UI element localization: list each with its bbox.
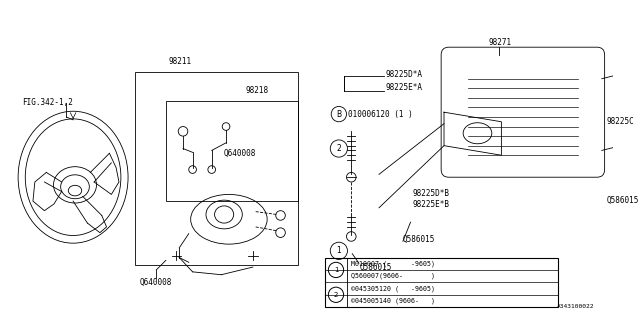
Text: 98211: 98211 [169,57,192,66]
Text: B: B [336,110,341,119]
Text: FIG.342-1,2: FIG.342-1,2 [22,98,74,107]
Bar [166,101,298,201]
Text: 98271: 98271 [489,38,512,47]
Text: 1: 1 [337,246,341,255]
Text: Q640008: Q640008 [140,277,172,287]
Text: Q560007(9606-       ): Q560007(9606- ) [351,273,435,279]
Bar [135,72,298,265]
Text: 2: 2 [337,144,341,153]
Bar [324,258,558,307]
Text: Q586015: Q586015 [607,196,639,205]
Text: 98225E*A: 98225E*A [386,83,422,92]
Text: 98218: 98218 [245,86,268,95]
Text: ©045005140 (9606-   ): ©045005140 (9606- ) [351,298,435,304]
Text: 98225D*A: 98225D*A [386,70,422,79]
Text: 98225C: 98225C [607,117,634,126]
Text: Q586015: Q586015 [360,263,392,272]
Text: ©045305120 (   -9605): ©045305120 ( -9605) [351,285,435,292]
Text: M010007 (      -9605): M010007 ( -9605) [351,260,435,267]
Text: 2: 2 [334,292,338,298]
Text: 98225D*B: 98225D*B [412,189,449,198]
Text: Q586015: Q586015 [403,235,435,244]
Text: 010006120 (1 ): 010006120 (1 ) [348,110,413,119]
Text: 98225E*B: 98225E*B [412,200,449,209]
Text: A343100022: A343100022 [557,304,594,309]
Text: Q640008: Q640008 [223,148,255,157]
Text: 1: 1 [333,267,338,273]
